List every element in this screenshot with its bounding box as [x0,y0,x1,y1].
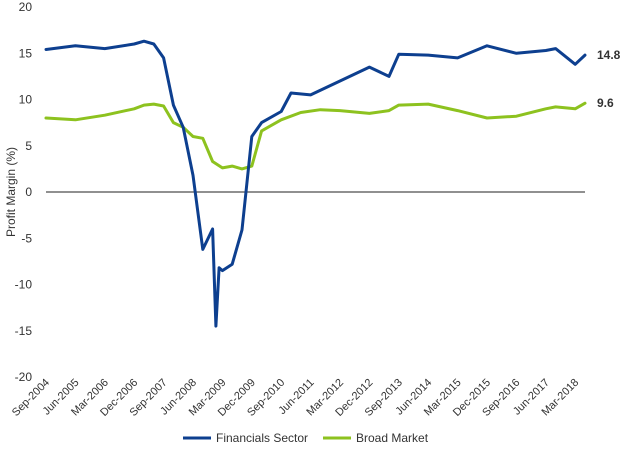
x-axis-ticks: Sep-2004Jun-2005Mar-2006Dec-2006Sep-2007… [10,377,581,419]
legend-label-financials-sector: Financials Sector [216,431,308,445]
series-layer: 9.6 14.8 [44,39,620,328]
legend-label-broad-market: Broad Market [356,431,429,445]
y-tick-label: 10 [19,93,33,107]
y-tick-label: -20 [15,370,33,384]
series-line-broad-market [44,101,587,171]
y-tick-label: -5 [21,231,32,245]
y-tick-label: 15 [19,46,33,60]
y-tick-label: 0 [25,185,32,199]
y-tick-label: 20 [19,0,33,14]
y-axis-title: Profit Margin (%) [4,147,18,237]
legend: Financials Sector Broad Market [183,431,429,445]
y-tick-label: -10 [15,278,33,292]
y-tick-label: 5 [25,139,32,153]
y-tick-label: -15 [15,324,33,338]
y-axis-ticks: 20 15 10 5 0 -5 -10 -15 -20 [15,0,33,384]
end-value-label-broad-market: 9.6 [597,96,614,110]
series-line-financials-sector [44,39,587,328]
end-value-label-financials-sector: 14.8 [597,48,620,62]
